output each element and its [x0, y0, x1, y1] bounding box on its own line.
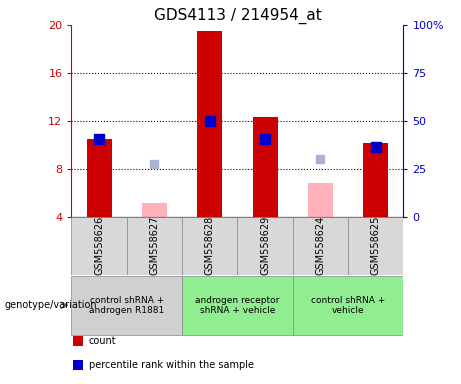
Text: genotype/variation: genotype/variation [5, 300, 97, 310]
Point [317, 156, 324, 162]
FancyBboxPatch shape [71, 276, 182, 335]
Text: GSM558626: GSM558626 [94, 216, 104, 275]
Text: control shRNA +
androgen R1881: control shRNA + androgen R1881 [89, 296, 165, 315]
Bar [253, 118, 278, 217]
Text: GSM558625: GSM558625 [371, 216, 381, 275]
Bar [308, 184, 333, 217]
Point [261, 136, 269, 142]
Bar [73, 360, 83, 370]
Point [372, 144, 379, 151]
Bar [142, 203, 167, 217]
Text: count: count [89, 336, 117, 346]
FancyBboxPatch shape [293, 217, 348, 275]
Point [95, 136, 103, 142]
FancyBboxPatch shape [237, 217, 293, 275]
FancyBboxPatch shape [182, 276, 293, 335]
Bar [87, 139, 112, 217]
Text: GSM558629: GSM558629 [260, 216, 270, 275]
Text: GSM558628: GSM558628 [205, 216, 215, 275]
Bar [197, 31, 222, 217]
FancyBboxPatch shape [348, 217, 403, 275]
Text: percentile rank within the sample: percentile rank within the sample [89, 360, 254, 370]
Text: androgen receptor
shRNA + vehicle: androgen receptor shRNA + vehicle [195, 296, 280, 315]
Text: control shRNA +
vehicle: control shRNA + vehicle [311, 296, 385, 315]
FancyBboxPatch shape [182, 217, 237, 275]
Bar [363, 142, 388, 217]
Bar [73, 336, 83, 346]
FancyBboxPatch shape [71, 217, 127, 275]
Title: GDS4113 / 214954_at: GDS4113 / 214954_at [154, 7, 321, 23]
FancyBboxPatch shape [127, 217, 182, 275]
FancyBboxPatch shape [293, 276, 403, 335]
Text: GSM558624: GSM558624 [315, 216, 325, 275]
Point [206, 118, 213, 124]
Text: GSM558627: GSM558627 [149, 216, 160, 275]
Point [151, 161, 158, 167]
